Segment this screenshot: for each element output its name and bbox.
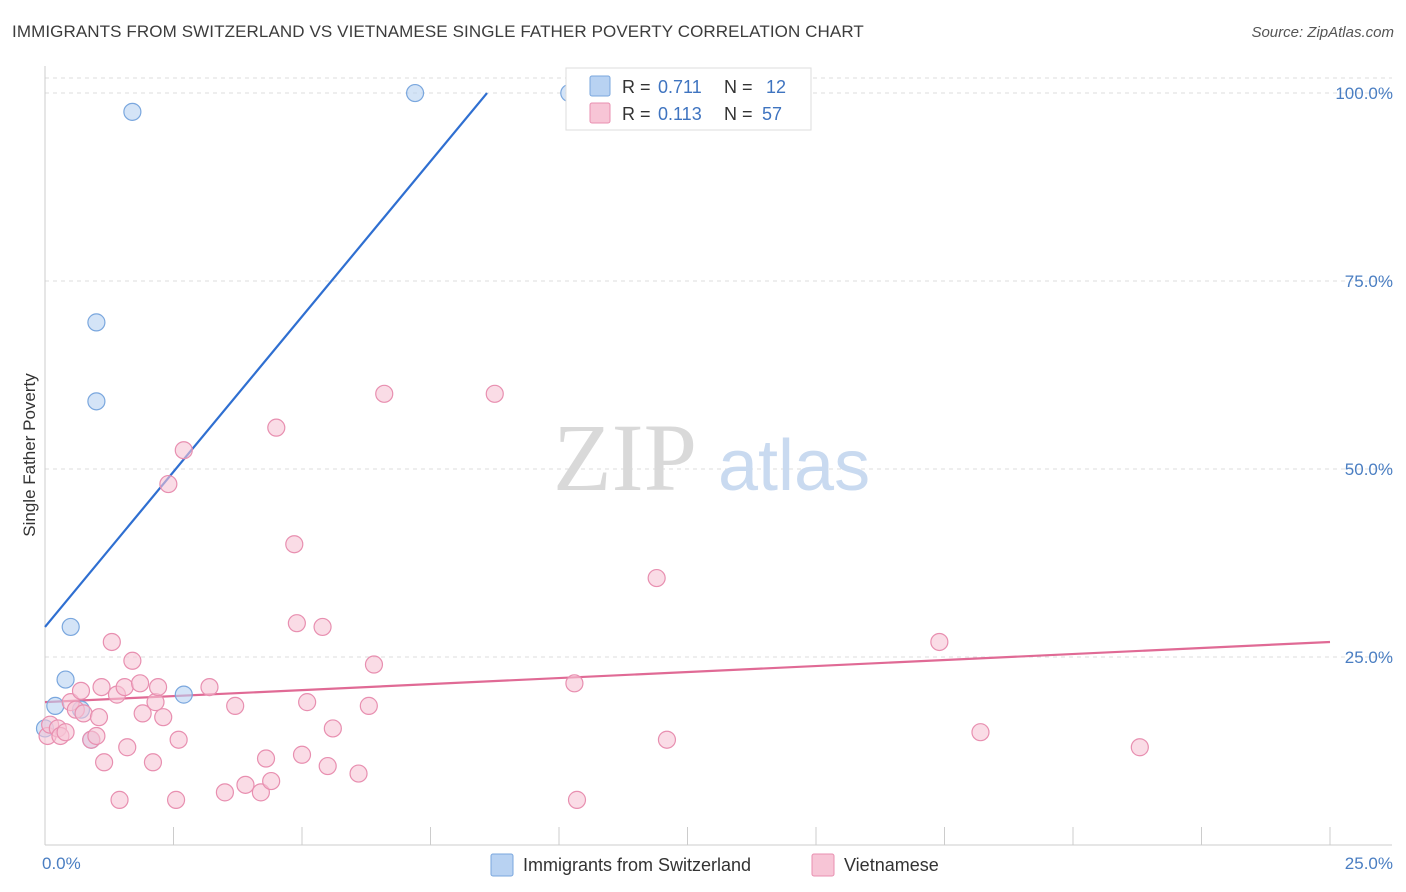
- watermark: ZIP atlas: [553, 404, 870, 511]
- point-vietnamese-14: [102, 632, 121, 652]
- point-vietnamese-32: [226, 696, 245, 715]
- point-vietnamese-48: [375, 384, 394, 403]
- point-vietnamese-33: [236, 775, 255, 794]
- legend-top: R = 0.711 N = 12 R = 0.113 N = 57: [565, 67, 812, 131]
- point-vietnamese-46: [359, 696, 378, 715]
- legend-swatch-vietnamese: [811, 853, 835, 877]
- watermark-atlas: atlas: [718, 426, 870, 506]
- x-tick-label-1: 25.0%: [1345, 854, 1393, 873]
- x-tick-label-0: 0.0%: [42, 854, 81, 873]
- legend-top-swatch-switzerland: [589, 75, 611, 97]
- point-vietnamese-42: [313, 617, 332, 637]
- trend-line-vietnamese: [44, 640, 1331, 704]
- point-vietnamese-30: [200, 677, 219, 697]
- point-vietnamese-41: [298, 693, 317, 712]
- point-vietnamese-13: [95, 753, 114, 772]
- point-vietnamese-17: [115, 677, 134, 697]
- point-vietnamese-8: [74, 704, 93, 723]
- point-vietnamese-4: [56, 723, 75, 742]
- point-vietnamese-54: [930, 632, 949, 652]
- point-switzerland-3: [61, 617, 80, 637]
- point-switzerland-2: [56, 670, 75, 689]
- point-vietnamese-47: [364, 655, 384, 674]
- data-points: [35, 83, 1149, 809]
- point-vietnamese-7: [71, 681, 91, 700]
- point-vietnamese-10: [87, 726, 106, 746]
- point-vietnamese-34: [251, 783, 270, 802]
- point-vietnamese-53: [657, 730, 677, 749]
- legend-bottom: Immigrants from Switzerland Vietnamese: [490, 853, 939, 877]
- point-vietnamese-11: [89, 708, 109, 727]
- point-vietnamese-12: [92, 677, 111, 697]
- point-vietnamese-55: [971, 723, 990, 742]
- y-tick-label-0: 25.0%: [1345, 648, 1393, 667]
- point-switzerland-1: [46, 696, 65, 715]
- point-vietnamese-28: [169, 730, 188, 749]
- point-vietnamese-31: [215, 783, 234, 802]
- point-switzerland-9: [174, 685, 193, 704]
- point-vietnamese-45: [349, 764, 368, 783]
- point-vietnamese-23: [146, 693, 165, 712]
- point-vietnamese-50: [565, 674, 584, 693]
- point-switzerland-6: [87, 392, 106, 411]
- legend-swatch-switzerland: [490, 853, 514, 877]
- point-vietnamese-19: [123, 651, 142, 670]
- point-vietnamese-44: [323, 719, 342, 738]
- point-vietnamese-29: [174, 441, 193, 460]
- point-vietnamese-39: [287, 614, 306, 633]
- legend-top-r-label-switzerland: R =: [622, 77, 651, 97]
- point-vietnamese-27: [166, 790, 186, 809]
- legend-top-r-value-switzerland: 0.711: [658, 77, 702, 97]
- point-vietnamese-49: [485, 384, 504, 403]
- axes: [44, 66, 1392, 846]
- x-tick-labels: 0.0% 25.0%: [42, 854, 1393, 873]
- point-vietnamese-51: [567, 790, 587, 809]
- source-label: Source: ZipAtlas.com: [1251, 24, 1394, 41]
- legend-top-r-value-vietnamese: 0.113: [658, 104, 702, 124]
- watermark-zip: ZIP: [553, 404, 697, 511]
- legend-top-r-label-vietnamese: R =: [622, 104, 651, 124]
- point-vietnamese-16: [110, 790, 129, 809]
- point-vietnamese-25: [154, 708, 173, 727]
- point-vietnamese-40: [292, 745, 312, 764]
- point-vietnamese-38: [285, 535, 304, 554]
- y-tick-label-1: 50.0%: [1345, 460, 1393, 479]
- trend-lines: [44, 92, 1331, 704]
- legend-label-switzerland: Immigrants from Switzerland: [523, 855, 751, 875]
- legend-top-swatch-vietnamese: [589, 102, 611, 124]
- legend-top-n-value-vietnamese: 57: [762, 104, 782, 124]
- y-tick-label-2: 75.0%: [1345, 272, 1393, 291]
- point-vietnamese-18: [118, 738, 137, 757]
- point-switzerland-8: [123, 102, 142, 121]
- point-vietnamese-52: [647, 568, 666, 588]
- point-vietnamese-21: [133, 704, 152, 723]
- point-switzerland-7: [87, 313, 106, 332]
- point-vietnamese-22: [143, 753, 163, 772]
- y-tick-labels: 25.0% 50.0% 75.0% 100.0%: [1335, 84, 1393, 667]
- point-vietnamese-26: [159, 474, 178, 494]
- point-vietnamese-20: [130, 674, 150, 693]
- y-axis-title: Single Father Poverty: [20, 373, 39, 537]
- point-vietnamese-37: [267, 418, 286, 437]
- chart-title: IMMIGRANTS FROM SWITZERLAND VS VIETNAMES…: [12, 22, 864, 41]
- point-switzerland-10: [405, 83, 425, 103]
- gridlines: [45, 77, 1392, 658]
- point-vietnamese-43: [318, 756, 337, 776]
- legend-top-n-label-switzerland: N =: [724, 77, 753, 97]
- point-vietnamese-36: [262, 771, 281, 791]
- legend-label-vietnamese: Vietnamese: [844, 855, 939, 875]
- point-vietnamese-24: [148, 677, 168, 697]
- legend-top-n-label-vietnamese: N =: [724, 104, 753, 124]
- trend-line-switzerland: [44, 92, 488, 628]
- y-tick-label-3: 100.0%: [1335, 84, 1393, 103]
- legend-top-n-value-switzerland: 12: [766, 77, 786, 97]
- point-vietnamese-56: [1130, 738, 1149, 757]
- point-vietnamese-35: [256, 749, 276, 768]
